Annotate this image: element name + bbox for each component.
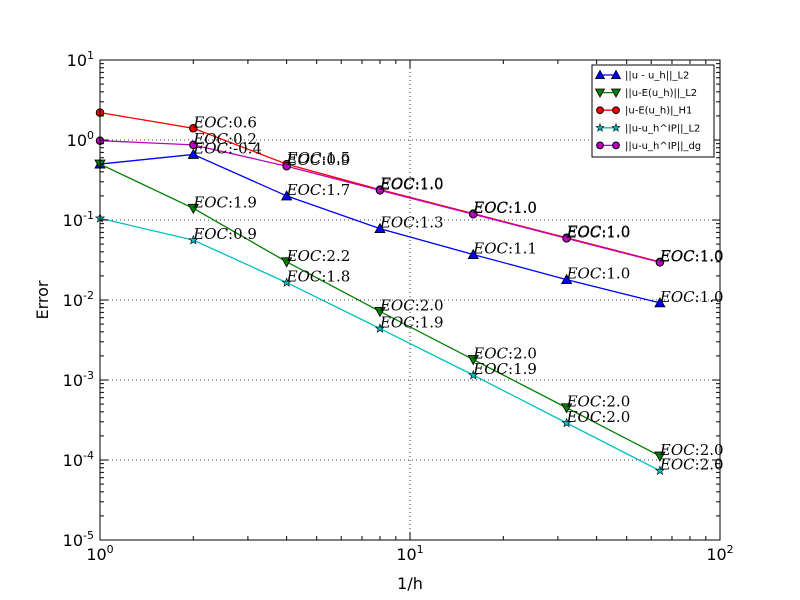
eoc-label: EOC:2.0 (472, 345, 537, 363)
y-tick-label: 10-2 (63, 289, 94, 310)
data-point-marker (375, 186, 385, 195)
legend-label: ||u-E(u_h)||_L2 (625, 88, 697, 99)
legend-entry: ||u - u_h||_L2 (594, 69, 689, 82)
data-point-marker (188, 234, 199, 245)
eoc-label: EOC:2.0 (659, 441, 724, 459)
eoc-label: EOC:1.7 (286, 181, 351, 199)
data-point-marker (654, 451, 666, 462)
data-point-marker (280, 190, 293, 201)
x-tick-label: 102 (706, 543, 733, 564)
eoc-label: EOC:1.9 (472, 360, 537, 378)
eoc-label: EOC:0.9 (286, 151, 351, 169)
legend-label: ||u-u_h^IP||_L2 (625, 123, 700, 134)
data-point-marker (467, 355, 479, 366)
y-tick-label: 100 (67, 129, 94, 150)
eoc-label: EOC:1.0 (659, 247, 724, 265)
data-point-marker (189, 124, 198, 133)
data-point-marker (189, 140, 198, 150)
y-axis-label: Error (33, 280, 52, 319)
legend-marker (594, 88, 606, 98)
data-point-marker (561, 417, 572, 428)
eoc-label: EOC:1.0 (379, 175, 444, 193)
y-tick-label: 10-3 (63, 369, 94, 390)
legend-marker (595, 122, 605, 132)
series-line (99, 217, 661, 472)
data-point-marker (467, 248, 479, 259)
eoc-label: EOC:1.0 (472, 199, 537, 217)
legend-marker (610, 69, 622, 79)
legend-label: ||u - u_h||_L2 (625, 71, 689, 82)
data-point-marker (654, 465, 666, 476)
data-point-marker (374, 307, 386, 318)
legend-entry: |u-E(u_h)|_H1 (596, 106, 692, 117)
axis-ticks: 100 101 102 10-5 10-4 10-3 10-2 10-1 100 101 (63, 49, 734, 564)
legend-label: |u-E(u_h)|_H1 (625, 106, 692, 117)
data-point-marker (562, 234, 571, 243)
eoc-label: EOC:1.0 (566, 223, 631, 241)
x-tick-label: 100 (86, 543, 113, 564)
data-point-marker (187, 203, 199, 215)
eoc-label: EOC:1.9 (379, 314, 444, 332)
eoc-label: EOC:1.0 (566, 223, 631, 241)
legend-entry: ||u-E(u_h)||_L2 (594, 88, 697, 99)
data-point-marker (560, 273, 573, 284)
series-lines (94, 108, 666, 476)
data-point-marker (560, 403, 573, 414)
legend-marker (594, 69, 606, 79)
eoc-label: EOC:1.5 (286, 149, 351, 167)
data-point-marker (280, 257, 293, 268)
legend-marker (612, 141, 620, 150)
series-group (95, 136, 665, 267)
eoc-label: EOC:1.0 (472, 199, 537, 217)
legend-marker (610, 88, 622, 98)
series-line (99, 140, 661, 264)
eoc-label: EOC:0.6 (192, 113, 257, 131)
y-tick-label: 10-4 (63, 449, 94, 470)
eoc-label: EOC:2.2 (286, 247, 351, 265)
x-tick-label: 101 (396, 543, 423, 564)
legend-marker (596, 141, 604, 150)
legend-entry: ||u-u_h^IP||_dg (596, 141, 701, 152)
data-point-marker (654, 297, 666, 308)
eoc-label: EOC:1.0 (659, 247, 724, 265)
y-tick-label: 101 (67, 49, 94, 70)
eoc-label: EOC:1.9 (192, 193, 257, 211)
eoc-annotations: EOC:-0.4 EOC:1.7 EOC:1.3 EOC:1.1 EOC:1.0 EOC:… (192, 113, 723, 473)
data-point-marker (281, 277, 292, 287)
x-axis-label: 1/h (397, 574, 423, 593)
series-group (94, 159, 666, 462)
eoc-label: EOC:2.0 (566, 393, 631, 411)
legend-label: ||u-u_h^IP||_dg (625, 141, 701, 152)
eoc-label: EOC:1.0 (566, 265, 631, 283)
data-point-marker (187, 148, 199, 159)
eoc-label: EOC:-0.4 (192, 139, 262, 157)
data-point-marker (282, 161, 291, 171)
data-point-marker (374, 222, 386, 234)
eoc-label: EOC:1.3 (379, 214, 444, 232)
data-point-marker (655, 258, 665, 267)
data-point-marker (374, 323, 386, 333)
data-point-marker (469, 209, 478, 219)
legend-marker (596, 106, 604, 115)
eoc-label: EOC:1.1 (472, 240, 537, 258)
legend-marker (611, 122, 621, 132)
legend: ||u - u_h||_L2 ||u-E(u_h)||_L2 |u-E(u_h)|_… (591, 64, 715, 158)
legend-entry: ||u-u_h^IP||_L2 (595, 122, 700, 134)
eoc-label: EOC:1.0 (379, 175, 444, 193)
legend-marker (612, 106, 620, 115)
eoc-label: EOC:1.8 (286, 268, 351, 286)
y-tick-label: 10-5 (63, 529, 94, 550)
eoc-label: EOC:2.0 (659, 456, 724, 474)
eoc-label: EOC:2.0 (379, 296, 444, 314)
eoc-label: EOC:0.9 (192, 225, 257, 243)
series-group (94, 212, 666, 476)
eoc-label: EOC:2.0 (566, 408, 631, 426)
data-point-marker (468, 369, 479, 380)
eoc-label: EOC:0.2 (192, 130, 257, 148)
eoc-label: EOC:1.0 (659, 288, 724, 306)
y-tick-label: 10-1 (63, 209, 94, 230)
